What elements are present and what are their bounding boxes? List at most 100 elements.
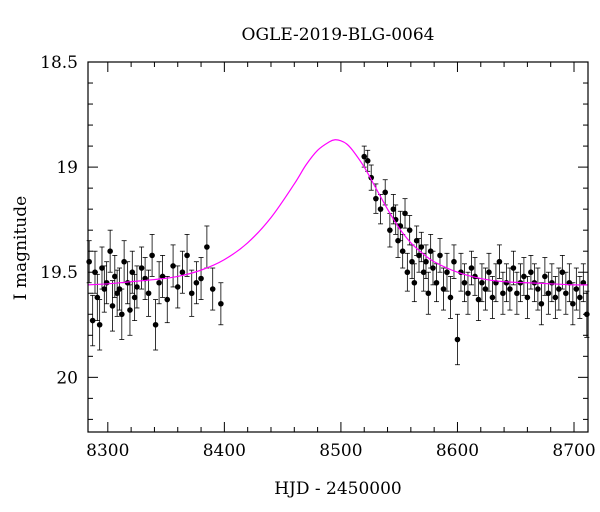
data-point <box>127 307 133 313</box>
data-point <box>170 263 176 269</box>
data-point <box>461 279 468 286</box>
data-point <box>218 300 224 307</box>
data-point <box>101 286 108 292</box>
data-point <box>440 286 447 292</box>
data-point <box>121 258 127 265</box>
data-point <box>489 294 496 301</box>
x-tick-label: 8500 <box>319 441 362 461</box>
data-point <box>96 321 103 328</box>
data-point <box>563 290 569 297</box>
data-point <box>382 189 389 196</box>
data-point <box>420 269 427 276</box>
data-point <box>204 244 210 250</box>
data-point <box>444 269 450 276</box>
data-point <box>486 269 492 276</box>
data-point <box>556 286 562 292</box>
data-point <box>528 269 534 276</box>
data-point <box>475 296 482 303</box>
data-point <box>193 279 200 286</box>
data-point <box>94 294 101 301</box>
data-point <box>409 258 415 265</box>
data-point <box>559 269 566 276</box>
data-point <box>103 279 110 286</box>
data-point <box>465 290 471 297</box>
data-point <box>209 286 216 292</box>
data-point <box>482 286 489 292</box>
y-tick-label: 19.5 <box>40 263 78 283</box>
data-point <box>361 153 368 160</box>
data-point <box>573 286 580 292</box>
data-point <box>107 248 113 255</box>
plot-frame <box>87 61 589 433</box>
data-point <box>500 290 506 297</box>
data-point <box>433 279 440 286</box>
data-point <box>423 258 429 265</box>
data-point <box>524 294 531 301</box>
data-point <box>89 317 96 324</box>
data-point <box>109 303 116 309</box>
data-point <box>413 237 420 244</box>
data-points <box>86 153 590 343</box>
data-point <box>404 269 411 276</box>
data-point <box>584 311 590 318</box>
data-point <box>514 290 520 297</box>
data-point <box>99 265 105 271</box>
data-point <box>145 290 152 297</box>
data-point <box>399 248 406 255</box>
data-point <box>149 252 155 259</box>
data-point <box>447 294 454 301</box>
axis-ticks: 8300 8400 8500 8600 8700 18.5 19 19.5 20 <box>40 53 596 461</box>
data-point <box>184 252 190 259</box>
data-point <box>174 284 181 290</box>
data-point <box>387 227 393 233</box>
data-point <box>577 294 583 301</box>
data-point <box>430 265 436 271</box>
data-point <box>416 252 422 259</box>
data-point <box>437 252 443 259</box>
data-point <box>164 296 171 303</box>
y-tick-label: 20 <box>56 368 78 388</box>
data-point <box>538 300 545 307</box>
data-point <box>425 290 432 297</box>
data-point <box>134 284 140 290</box>
data-point <box>131 294 138 301</box>
data-point <box>86 258 92 265</box>
x-tick-label: 8600 <box>436 441 479 461</box>
x-tick-label: 8300 <box>86 441 129 461</box>
data-point <box>507 286 513 292</box>
data-point <box>427 248 434 255</box>
y-tick-label: 18.5 <box>40 53 78 73</box>
data-point <box>510 265 517 271</box>
data-point <box>188 290 195 297</box>
data-point <box>402 210 408 217</box>
data-point <box>503 279 510 286</box>
data-point <box>549 279 555 286</box>
data-point <box>479 279 485 286</box>
data-point <box>552 294 559 301</box>
error-bars <box>86 145 590 366</box>
data-point <box>112 273 118 280</box>
data-point <box>156 279 162 286</box>
data-point <box>411 279 418 286</box>
x-tick-label: 8400 <box>203 441 246 461</box>
data-point <box>468 265 475 271</box>
data-point <box>364 158 371 164</box>
x-axis-label: HJD - 2450000 <box>274 479 402 499</box>
chart-title: OGLE-2019-BLG-0064 <box>242 25 435 45</box>
data-point <box>114 290 120 297</box>
x-tick-label: 8700 <box>552 441 595 461</box>
data-point <box>406 227 413 233</box>
data-point <box>198 275 204 282</box>
data-point <box>159 273 166 280</box>
data-point <box>152 321 159 328</box>
data-point <box>418 244 425 250</box>
data-point <box>521 273 527 280</box>
y-tick-label: 19 <box>56 158 78 178</box>
data-point <box>118 311 125 318</box>
data-point <box>451 258 457 265</box>
data-point <box>129 269 136 276</box>
data-point <box>92 269 98 276</box>
data-point <box>454 336 461 343</box>
data-point <box>116 286 123 292</box>
data-point <box>570 300 576 307</box>
